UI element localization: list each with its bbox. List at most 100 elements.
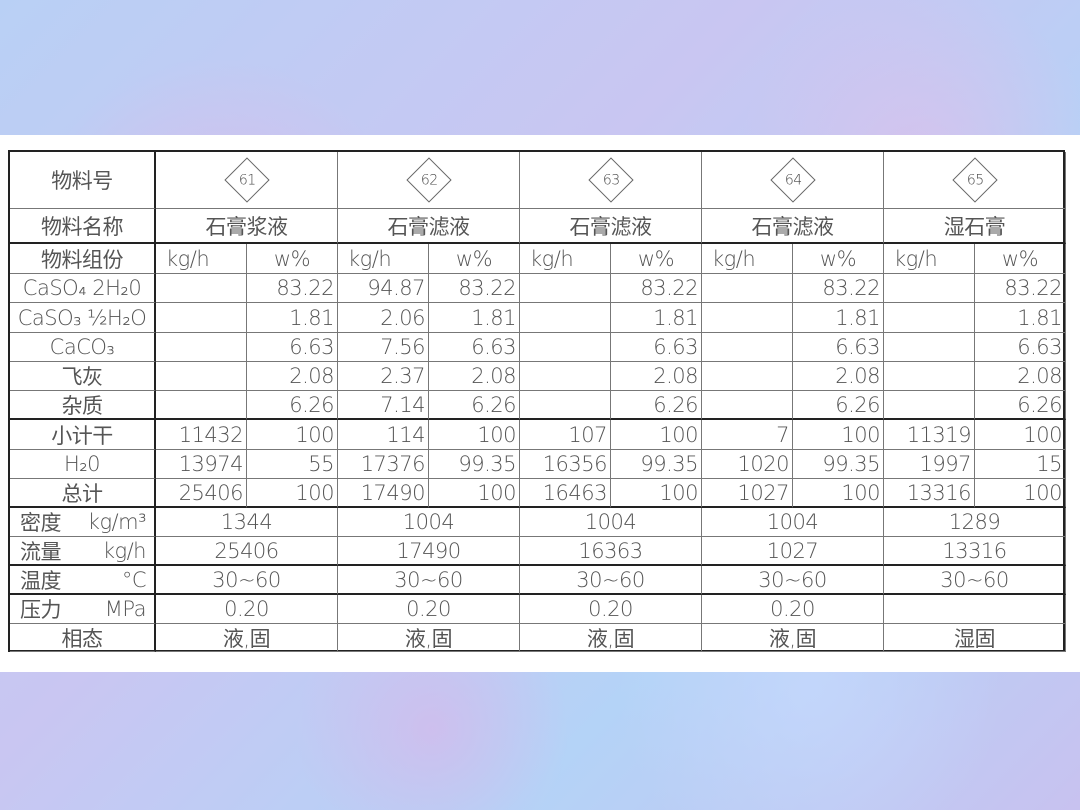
component-row-value: 1.81: [975, 303, 1066, 333]
component-row-value: [884, 303, 975, 333]
component-row-value: [520, 333, 611, 362]
total-row-value: 1027: [702, 479, 793, 508]
total-row-value: 100: [975, 479, 1066, 508]
component-row-value: [520, 274, 611, 303]
property-value: 25406: [156, 537, 338, 566]
total-row-value: 114: [338, 420, 429, 450]
property-name: 流量: [20, 539, 62, 564]
component-row-value: [520, 391, 611, 420]
component-row-value: 6.63: [611, 333, 702, 362]
total-row-value: 11319: [884, 420, 975, 450]
total-row-value: 13974: [156, 450, 247, 479]
property-name: 压力: [20, 598, 62, 622]
property-value: 液,固: [338, 624, 520, 652]
unit-wpct: w%: [975, 244, 1066, 274]
property-unit: kg/m³: [87, 510, 147, 534]
stream-number: 61: [238, 171, 255, 188]
stream-number: 63: [602, 171, 619, 188]
stream-number-cell: 65: [884, 152, 1066, 209]
property-value: 30~60: [338, 566, 520, 595]
component-row-value: 6.26: [247, 391, 338, 420]
component-row-value: [702, 274, 793, 303]
component-row-value: [702, 333, 793, 362]
component-row-value: 6.26: [793, 391, 884, 420]
total-row-label: H₂0: [10, 450, 156, 479]
total-row-value: 100: [247, 420, 338, 450]
unit-kgh: kg/h: [520, 244, 611, 274]
component-row-value: [884, 362, 975, 391]
property-value: 0.20: [338, 595, 520, 624]
unit-wpct: w%: [247, 244, 338, 274]
stream-number: 64: [784, 171, 801, 188]
component-row-value: 2.08: [429, 362, 520, 391]
property-value: 17490: [338, 537, 520, 566]
component-row-value: 1.81: [611, 303, 702, 333]
property-row-label: 温度 °C: [10, 566, 156, 595]
property-value: 液,固: [520, 624, 702, 652]
total-row-label: 总计: [10, 479, 156, 508]
total-row-value: 11432: [156, 420, 247, 450]
total-row-value: 99.35: [611, 450, 702, 479]
property-value: 0.20: [156, 595, 338, 624]
component-row-value: 7.14: [338, 391, 429, 420]
property-value: 30~60: [884, 566, 1066, 595]
component-row-label: CaSO₃ ½H₂O: [10, 303, 156, 333]
total-row-value: 13316: [884, 479, 975, 508]
total-row-value: 16356: [520, 450, 611, 479]
property-row-label: 流量 kg/h: [10, 537, 156, 566]
total-row-label: 小计干: [10, 420, 156, 450]
unit-wpct: w%: [429, 244, 520, 274]
unit-kgh: kg/h: [156, 244, 247, 274]
unit-wpct: w%: [793, 244, 884, 274]
total-row-value: 17376: [338, 450, 429, 479]
diamond-tag-icon: 64: [769, 157, 816, 203]
total-row-value: 100: [611, 479, 702, 508]
component-row-value: [702, 391, 793, 420]
property-value: 1344: [156, 508, 338, 537]
component-row-value: 1.81: [793, 303, 884, 333]
property-value: 1004: [702, 508, 884, 537]
diamond-tag-icon: 62: [405, 157, 452, 203]
stream-number-cell: 64: [702, 152, 884, 209]
component-row-value: 2.08: [793, 362, 884, 391]
component-row-value: 83.22: [975, 274, 1066, 303]
component-row-value: 6.26: [975, 391, 1066, 420]
component-row-value: 83.22: [429, 274, 520, 303]
component-row-value: 2.08: [975, 362, 1066, 391]
property-value: 13316: [884, 537, 1066, 566]
total-row-value: 100: [429, 479, 520, 508]
property-value: 0.20: [702, 595, 884, 624]
component-row-value: 6.26: [611, 391, 702, 420]
component-row-label: 杂质: [10, 391, 156, 420]
component-row-value: 7.56: [338, 333, 429, 362]
property-value: [884, 595, 1066, 624]
unit-kgh: kg/h: [338, 244, 429, 274]
total-row-value: 100: [429, 420, 520, 450]
header-material-no: 物料号: [10, 152, 156, 209]
diamond-tag-icon: 65: [951, 157, 998, 203]
stream-number: 62: [420, 171, 437, 188]
component-row-value: [702, 303, 793, 333]
component-row-value: [884, 274, 975, 303]
property-value: 30~60: [520, 566, 702, 595]
property-value: 30~60: [156, 566, 338, 595]
component-row-label: CaSO₄ 2H₂0: [10, 274, 156, 303]
total-row-value: 15: [975, 450, 1066, 479]
material-balance-table: 物料号 61 62 63 64 65 物料名称 石膏浆液 石膏滤液 石膏滤液 石膏滤液 湿石膏 物料组份…: [8, 150, 1066, 652]
component-row-value: 83.22: [793, 274, 884, 303]
stream-number-cell: 62: [338, 152, 520, 209]
component-row-value: [156, 391, 247, 420]
property-value: 1289: [884, 508, 1066, 537]
stream-name: 石膏滤液: [702, 209, 884, 244]
component-row-value: 1.81: [247, 303, 338, 333]
property-value: 16363: [520, 537, 702, 566]
total-row-value: 100: [247, 479, 338, 508]
property-value: 1004: [338, 508, 520, 537]
total-row-value: 100: [611, 420, 702, 450]
property-name: 相态: [61, 626, 104, 651]
component-row-value: 94.87: [338, 274, 429, 303]
total-row-value: 100: [975, 420, 1066, 450]
property-value: 1027: [702, 537, 884, 566]
total-row-value: 7: [702, 420, 793, 450]
component-row-label: CaCO₃: [10, 333, 156, 362]
